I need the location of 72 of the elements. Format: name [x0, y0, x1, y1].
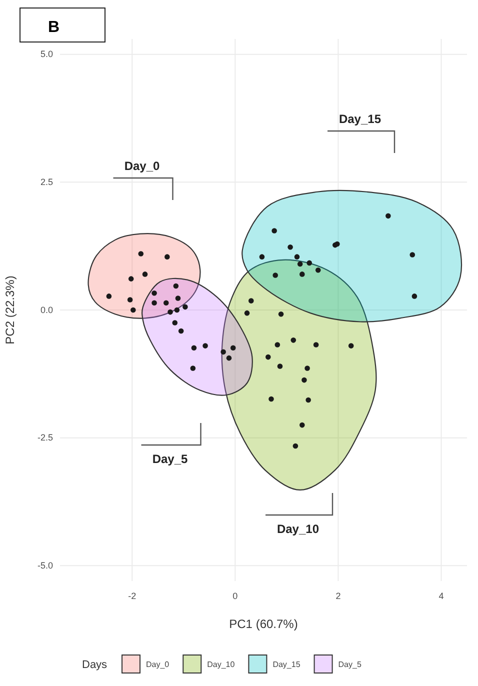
x-axis-title: PC1 (60.7%) [229, 617, 298, 631]
point [272, 228, 277, 234]
point [348, 343, 354, 348]
y-tick-label: -5.0 [37, 560, 53, 571]
point [106, 294, 112, 299]
point [299, 272, 305, 277]
legend-label: Day_15 [272, 660, 301, 669]
point [248, 298, 254, 304]
point [259, 254, 265, 260]
point [191, 345, 197, 350]
point [173, 283, 179, 289]
point [178, 328, 184, 334]
point [226, 355, 232, 361]
y-tick-label: -2.5 [37, 432, 53, 443]
point [220, 349, 226, 355]
point [163, 300, 169, 306]
y-tick-label: 5.0 [40, 49, 53, 60]
point [315, 267, 321, 273]
annotation: Day_5 [152, 452, 188, 466]
point [202, 343, 208, 348]
point [272, 272, 278, 278]
point [297, 261, 303, 267]
point [268, 396, 274, 402]
y-tick-label: 2.5 [40, 177, 53, 188]
chart-title: B [48, 19, 60, 36]
point [304, 366, 310, 371]
y-tick-label: 0.0 [40, 304, 53, 315]
point [265, 354, 271, 360]
point [334, 241, 340, 247]
x-tick-label: 2 [336, 591, 341, 601]
x-tick-label: 4 [438, 591, 444, 601]
x-tick-label: 0 [232, 591, 238, 601]
point [288, 244, 293, 250]
point [127, 297, 133, 302]
legend-title: Days [82, 659, 108, 671]
y-axis-title: PC2 (22.3%) [3, 276, 17, 344]
point [168, 309, 173, 315]
point [386, 213, 391, 219]
point [230, 345, 236, 350]
legend-label: Day_5 [338, 660, 362, 669]
point [244, 310, 250, 316]
point [313, 342, 319, 348]
point [152, 300, 157, 306]
point [274, 342, 280, 348]
point [174, 307, 180, 313]
point [277, 364, 283, 369]
point [278, 311, 284, 317]
point [190, 366, 196, 371]
legend-label: Day_10 [207, 660, 236, 669]
annotation: Day_10 [276, 522, 320, 536]
legend-label: Day_0 [146, 660, 170, 669]
x-tick-label: -2 [128, 591, 136, 601]
point [294, 254, 300, 260]
point [128, 276, 134, 282]
point [302, 377, 307, 383]
annotation: Day_0 [124, 159, 160, 173]
point [292, 443, 298, 449]
point [182, 304, 188, 310]
point [290, 338, 296, 343]
point [130, 307, 136, 313]
point [175, 296, 181, 301]
point [412, 294, 418, 299]
point [138, 251, 144, 256]
point [164, 254, 170, 260]
point [299, 422, 305, 428]
point [410, 252, 416, 258]
annotation: Day_15 [338, 112, 382, 126]
point [152, 290, 157, 296]
point [142, 272, 148, 277]
point [306, 260, 312, 266]
point [306, 397, 311, 403]
point [172, 320, 178, 326]
